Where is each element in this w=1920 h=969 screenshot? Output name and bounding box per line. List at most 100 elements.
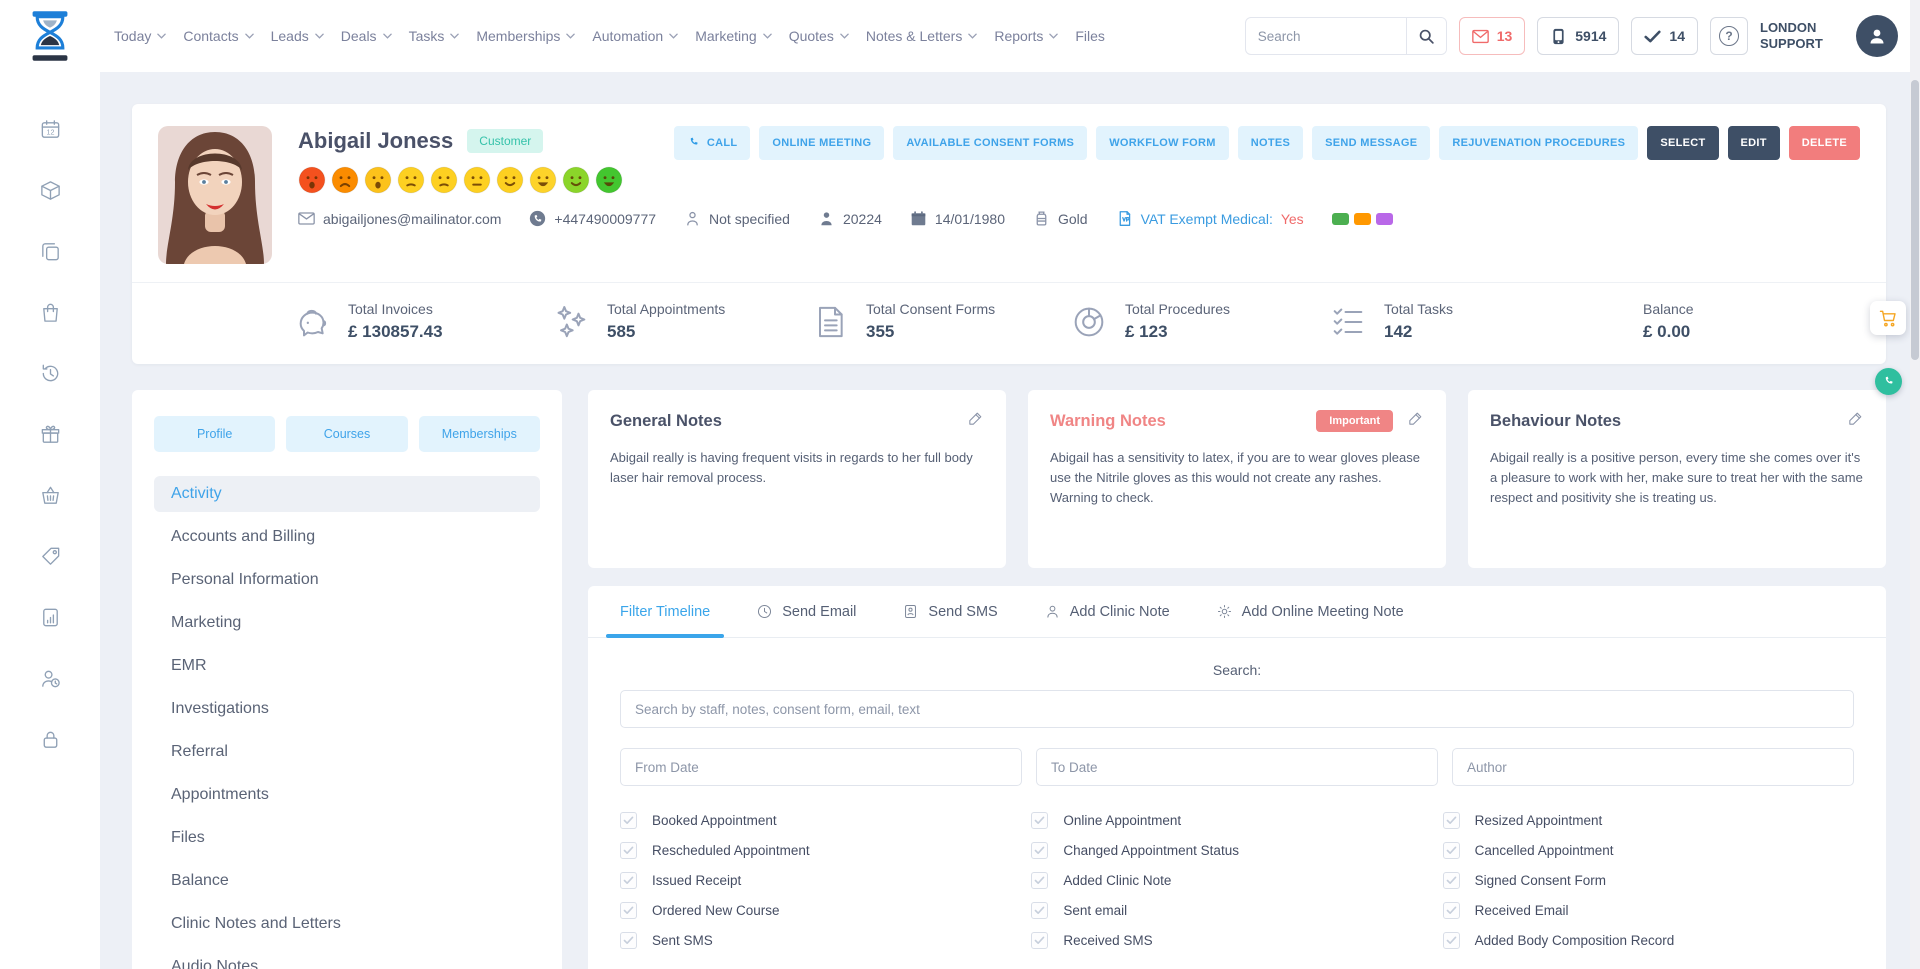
- nav-item-files[interactable]: Files: [1075, 28, 1105, 44]
- menu-item-appointments[interactable]: Appointments: [171, 786, 269, 803]
- menu-item-balance[interactable]: Balance: [171, 872, 229, 889]
- cart-icon[interactable]: [39, 484, 62, 507]
- nav-item-today[interactable]: Today: [114, 28, 167, 44]
- timeline-tab-send-email[interactable]: Send Email: [756, 586, 856, 637]
- filter-online-appointment[interactable]: Online Appointment: [1031, 810, 1442, 830]
- user-avatar[interactable]: [1856, 15, 1898, 57]
- mood-emoji-6[interactable]: [463, 166, 491, 194]
- checkbox-checked-icon[interactable]: [1442, 811, 1460, 829]
- mood-emoji-4[interactable]: [397, 166, 425, 194]
- calendar-icon[interactable]: 12: [39, 118, 62, 141]
- checkbox-checked-icon[interactable]: [1442, 901, 1460, 919]
- mood-emoji-2[interactable]: [331, 166, 359, 194]
- lock-icon[interactable]: [39, 728, 62, 751]
- tab-courses[interactable]: Courses: [286, 416, 408, 452]
- filter-cancelled-appointment[interactable]: Cancelled Appointment: [1442, 840, 1854, 860]
- menu-item-files[interactable]: Files: [171, 829, 205, 846]
- user-clock-icon[interactable]: [39, 667, 62, 690]
- history-icon[interactable]: [39, 362, 62, 385]
- checkbox-checked-icon[interactable]: [620, 811, 637, 829]
- nav-item-quotes[interactable]: Quotes: [789, 28, 849, 44]
- menu-item-marketing[interactable]: Marketing: [171, 614, 242, 631]
- filter-received-sms[interactable]: Received SMS: [1031, 930, 1442, 950]
- tasks-badge[interactable]: 14: [1631, 17, 1698, 55]
- timeline-tab-add-clinic-note[interactable]: Add Clinic Note: [1044, 586, 1170, 637]
- search-button[interactable]: [1405, 18, 1446, 54]
- checkbox-checked-icon[interactable]: [1031, 931, 1049, 949]
- checkbox-checked-icon[interactable]: [620, 871, 637, 889]
- mood-emoji-10[interactable]: [595, 166, 623, 194]
- author-input[interactable]: [1452, 748, 1854, 786]
- menu-item-accounts-and-billing[interactable]: Accounts and Billing: [171, 528, 316, 545]
- menu-item-audio-notes[interactable]: Audio Notes: [171, 958, 259, 969]
- notes-button[interactable]: NOTES: [1237, 126, 1304, 160]
- checkbox-checked-icon[interactable]: [1442, 931, 1460, 949]
- nav-item-reports[interactable]: Reports: [994, 28, 1059, 44]
- menu-item-clinic-notes-and-letters[interactable]: Clinic Notes and Letters: [171, 915, 341, 932]
- package-icon[interactable]: [39, 179, 62, 202]
- nav-item-tasks[interactable]: Tasks: [409, 28, 460, 44]
- send-message-button[interactable]: SEND MESSAGE: [1312, 126, 1431, 160]
- search-input[interactable]: [1245, 28, 1406, 44]
- nav-item-contacts[interactable]: Contacts: [183, 28, 254, 44]
- filter-booked-appointment[interactable]: Booked Appointment: [620, 810, 1031, 830]
- tab-memberships[interactable]: Memberships: [418, 416, 540, 452]
- mood-emoji-3[interactable]: [364, 166, 392, 194]
- edit-button[interactable]: EDIT: [1727, 126, 1780, 160]
- filter-changed-appointment-status[interactable]: Changed Appointment Status: [1031, 840, 1442, 860]
- filter-issued-receipt[interactable]: Issued Receipt: [620, 870, 1031, 890]
- nav-item-notes-letters[interactable]: Notes & Letters: [866, 28, 978, 44]
- checkbox-checked-icon[interactable]: [620, 901, 637, 919]
- online-meeting-button[interactable]: ONLINE MEETING: [759, 126, 885, 160]
- bag-icon[interactable]: [39, 301, 62, 324]
- floating-cart-button[interactable]: [1870, 301, 1906, 335]
- timeline-search-input[interactable]: [620, 690, 1854, 728]
- menu-item-investigations[interactable]: Investigations: [171, 700, 269, 717]
- report-icon[interactable]: [39, 606, 62, 629]
- menu-item-activity[interactable]: Activity: [154, 476, 540, 512]
- mood-emoji-1[interactable]: [298, 166, 326, 194]
- timeline-tab-add-online-meeting-note[interactable]: Add Online Meeting Note: [1216, 586, 1404, 637]
- checkbox-checked-icon[interactable]: [1031, 841, 1049, 859]
- checkbox-checked-icon[interactable]: [1031, 901, 1049, 919]
- filter-sent-sms[interactable]: Sent SMS: [620, 930, 1031, 950]
- mood-emoji-7[interactable]: [496, 166, 524, 194]
- floating-call-button[interactable]: [1875, 368, 1902, 395]
- edit-note-button[interactable]: [967, 410, 984, 432]
- filter-received-email[interactable]: Received Email: [1442, 900, 1854, 920]
- menu-item-personal-information[interactable]: Personal Information: [171, 571, 319, 588]
- select-button[interactable]: SELECT: [1647, 126, 1719, 160]
- menu-item-emr[interactable]: EMR: [171, 657, 207, 674]
- mood-emoji-8[interactable]: [529, 166, 557, 194]
- filter-signed-consent-form[interactable]: Signed Consent Form: [1442, 870, 1854, 890]
- scrollbar-thumb[interactable]: [1911, 80, 1919, 360]
- filter-ordered-new-course[interactable]: Ordered New Course: [620, 900, 1031, 920]
- email-notifications-badge[interactable]: 13: [1458, 17, 1526, 55]
- nav-item-deals[interactable]: Deals: [341, 28, 392, 44]
- patient-tag-3[interactable]: [1375, 212, 1393, 225]
- nav-item-automation[interactable]: Automation: [592, 28, 678, 44]
- patient-tag-1[interactable]: [1331, 212, 1349, 225]
- checkbox-checked-icon[interactable]: [620, 841, 637, 859]
- from-date-input[interactable]: [620, 748, 1022, 786]
- timeline-tab-filter-timeline[interactable]: Filter Timeline: [605, 586, 725, 638]
- call-button[interactable]: CALL: [673, 126, 751, 160]
- nav-item-leads[interactable]: Leads: [271, 28, 324, 44]
- nav-item-marketing[interactable]: Marketing: [695, 28, 772, 44]
- nav-item-memberships[interactable]: Memberships: [476, 28, 576, 44]
- copy-icon[interactable]: [39, 240, 62, 263]
- workflow-form-button[interactable]: WORKFLOW FORM: [1096, 126, 1229, 160]
- to-date-input[interactable]: [1036, 748, 1438, 786]
- edit-note-button[interactable]: [1407, 410, 1424, 432]
- checkbox-checked-icon[interactable]: [1031, 811, 1049, 829]
- filter-added-clinic-note[interactable]: Added Clinic Note: [1031, 870, 1442, 890]
- help-button[interactable]: ?: [1710, 17, 1748, 55]
- filter-resized-appointment[interactable]: Resized Appointment: [1442, 810, 1854, 830]
- menu-item-referral[interactable]: Referral: [171, 743, 228, 760]
- app-logo[interactable]: [0, 9, 100, 63]
- gift-icon[interactable]: [39, 423, 62, 446]
- delete-button[interactable]: DELETE: [1788, 126, 1860, 160]
- checkbox-checked-icon[interactable]: [1031, 871, 1049, 889]
- tag-icon[interactable]: [39, 545, 62, 568]
- mood-emoji-9[interactable]: [562, 166, 590, 194]
